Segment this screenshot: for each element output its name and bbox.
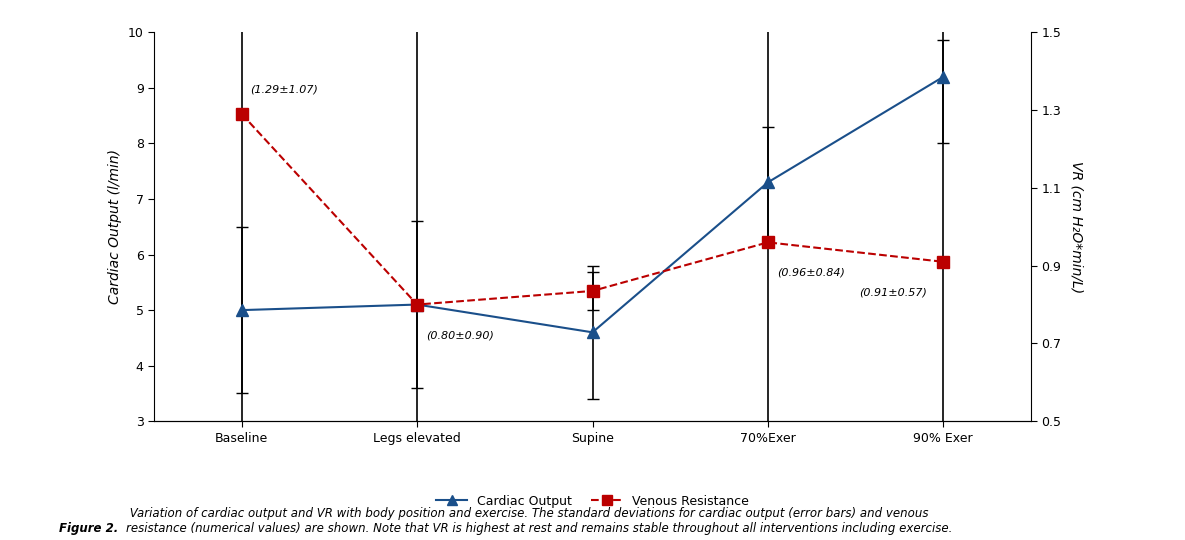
Text: Variation of cardiac output and VR with body position and exercise. The standard: Variation of cardiac output and VR with … [126, 507, 952, 535]
Text: Figure 2.: Figure 2. [59, 522, 118, 535]
Text: (0.91±0.57): (0.91±0.57) [859, 287, 927, 298]
Legend: Cardiac Output, Venous Resistance: Cardiac Output, Venous Resistance [431, 490, 754, 512]
Text: (1.29±1.07): (1.29±1.07) [250, 84, 319, 94]
Y-axis label: Cardiac Output (l/min): Cardiac Output (l/min) [108, 149, 122, 305]
Text: (0.80±0.90): (0.80±0.90) [425, 330, 494, 340]
Y-axis label: VR (cm H₂O*min/L): VR (cm H₂O*min/L) [1070, 161, 1083, 293]
Text: (0.96±0.84): (0.96±0.84) [776, 268, 845, 278]
